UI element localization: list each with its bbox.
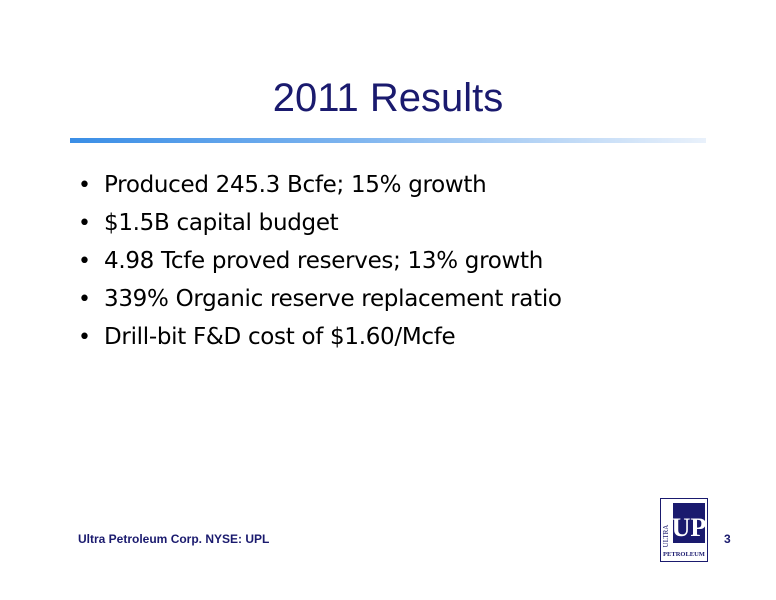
bullet-item: • Drill-bit F&D cost of $1.60/Mcfe: [78, 318, 562, 356]
bullet-marker: •: [78, 249, 91, 274]
logo-top-text: ULTRA: [662, 525, 670, 548]
bullet-item: • $1.5B capital budget: [78, 204, 562, 242]
bullet-item: • Produced 245.3 Bcfe; 15% growth: [78, 166, 562, 204]
bullet-marker: •: [78, 325, 91, 350]
slide-title: 2011 Results: [272, 76, 504, 120]
title-divider: [70, 138, 706, 143]
page-number: 3: [724, 532, 731, 546]
bullet-marker: •: [78, 287, 91, 312]
ultra-petroleum-logo: ULTRA UP PETROLEUM: [660, 498, 708, 562]
logo-bottom-text: PETROLEUM: [663, 551, 705, 558]
logo-main-text: UP: [672, 513, 707, 542]
bullet-item: • 339% Organic reserve replacement ratio: [78, 280, 562, 318]
bullet-text: 339% Organic reserve replacement ratio: [104, 286, 562, 312]
bullet-marker: •: [78, 211, 91, 236]
bullet-text: Produced 245.3 Bcfe; 15% growth: [104, 172, 487, 198]
footer-company: Ultra Petroleum Corp. NYSE: UPL: [78, 532, 270, 546]
bullet-text: 4.98 Tcfe proved reserves; 13% growth: [104, 248, 544, 274]
bullet-item: • 4.98 Tcfe proved reserves; 13% growth: [78, 242, 562, 280]
bullet-list: • Produced 245.3 Bcfe; 15% growth • $1.5…: [78, 166, 562, 356]
bullet-text: Drill-bit F&D cost of $1.60/Mcfe: [104, 324, 456, 350]
bullet-marker: •: [78, 173, 91, 198]
bullet-text: $1.5B capital budget: [104, 210, 339, 236]
